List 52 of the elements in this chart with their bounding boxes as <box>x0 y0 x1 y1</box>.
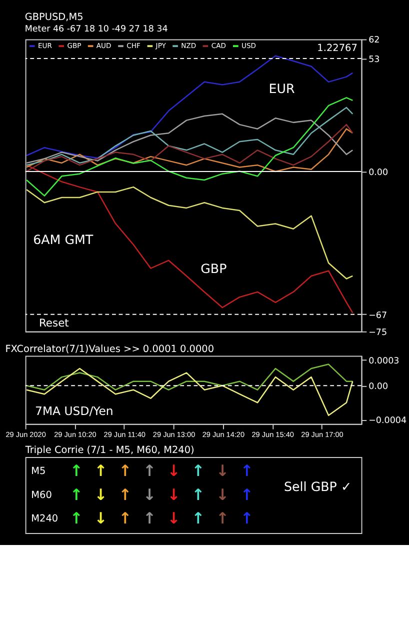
y-tick-label: 62 <box>368 36 380 46</box>
annotation: 6AM GMT <box>33 232 94 247</box>
chart-subtitle: Meter 46 -67 18 10 -49 27 18 34 <box>24 24 168 34</box>
category-label: M5 <box>31 466 46 478</box>
annotation: GBP <box>200 260 228 276</box>
line-series <box>26 364 354 390</box>
text: ↑ <box>118 486 132 504</box>
text: ↓ <box>167 510 180 528</box>
text: ↓ <box>216 486 230 504</box>
annotation: 7MA USD/Yen <box>35 404 114 418</box>
text: ↑ <box>70 486 83 504</box>
line-series <box>26 55 354 159</box>
text: ↓ <box>94 510 108 528</box>
text: ↑ <box>70 462 83 480</box>
text: ↑ <box>70 510 83 528</box>
text: ↓ <box>167 462 180 480</box>
text: Triple Corrie (7/1 - M5, M60, M240) <box>24 445 194 456</box>
chart-title: GBPUSD,M5 <box>24 12 84 23</box>
text: ↑ <box>118 462 132 480</box>
y-tick-label: 0.00 <box>368 168 388 178</box>
line-series <box>26 186 354 280</box>
category-label: M60 <box>31 490 52 501</box>
text: ↑ <box>142 462 156 480</box>
text: ↑ <box>240 462 254 480</box>
y-tick-label: −67 <box>368 310 388 321</box>
text: ↑ <box>192 462 205 480</box>
y-tick-label: 0.00 <box>368 382 388 392</box>
line-series <box>26 164 354 314</box>
y-tick-label: 0.0003 <box>368 356 400 366</box>
annotation: 1.22767 <box>317 42 358 54</box>
annotation: Reset <box>38 316 69 330</box>
line-series <box>26 368 354 416</box>
text: Sell GBP ✓ <box>284 479 352 494</box>
y-tick-label: −75 <box>368 328 388 338</box>
text: ↑ <box>216 510 230 528</box>
text: ↑ <box>240 510 254 528</box>
y-tick-label: 53 <box>368 54 380 65</box>
line-series <box>26 97 354 196</box>
text: ↑ <box>94 462 108 480</box>
annotation: EUR <box>268 80 296 96</box>
text: ↑ <box>240 486 254 504</box>
category-label: M240 <box>31 514 58 525</box>
text: ↑ <box>192 486 205 504</box>
text: ↓ <box>216 462 230 480</box>
text: ↓ <box>94 486 108 504</box>
text: ↑ <box>192 510 205 528</box>
chart-title: FXCorrelator(7/1)Values >> 0.0001 0.0000 <box>5 344 214 355</box>
text: ↓ <box>167 486 180 504</box>
text: ↓ <box>142 486 156 504</box>
text: ↑ <box>142 510 156 528</box>
text: ↑ <box>118 510 132 528</box>
y-tick-label: −0.0004 <box>368 416 407 426</box>
